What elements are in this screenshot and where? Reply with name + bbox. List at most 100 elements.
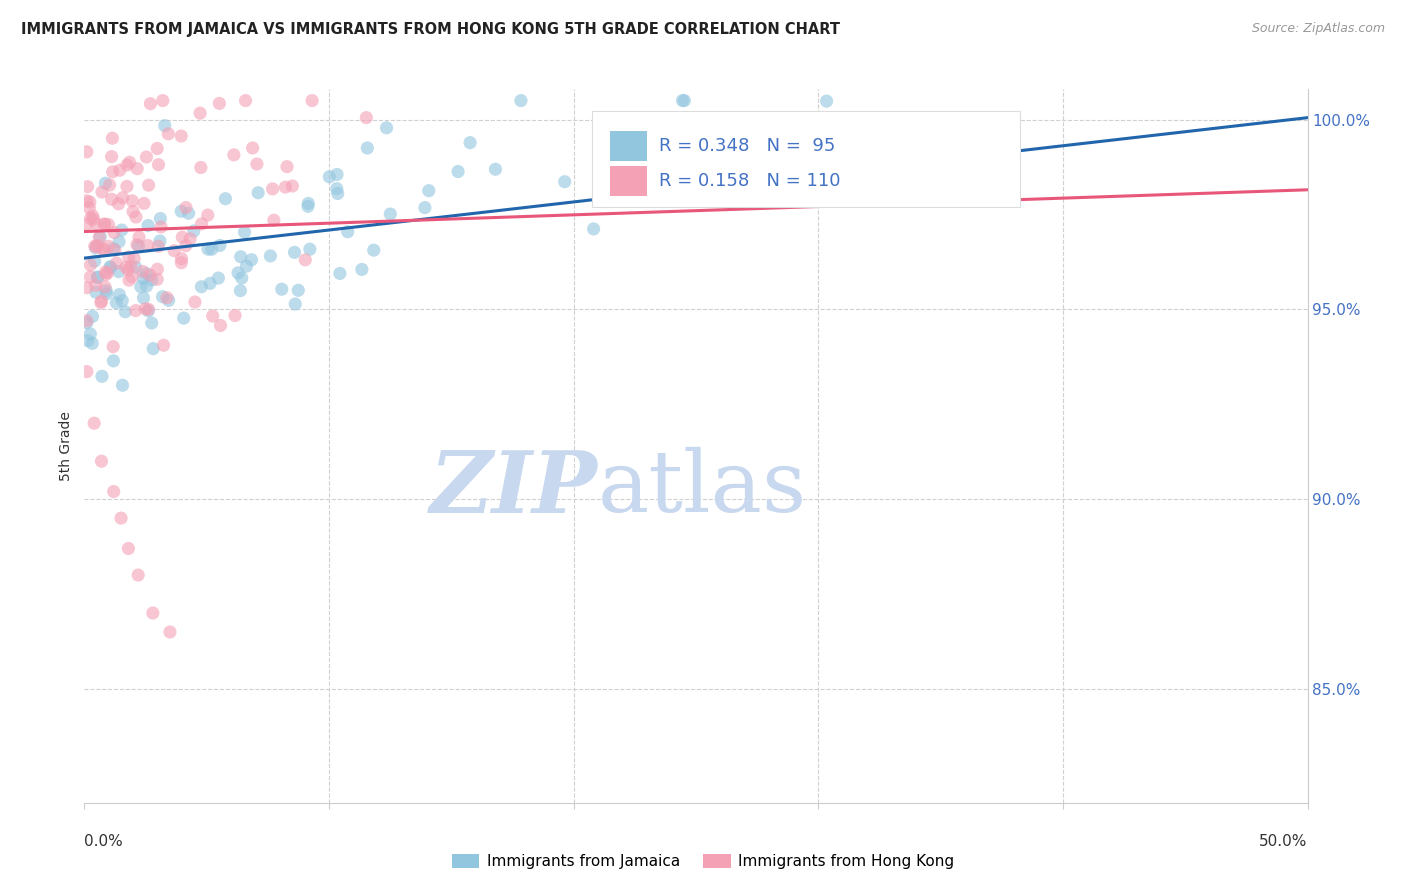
Text: ZIP: ZIP xyxy=(430,447,598,531)
Point xyxy=(105,256,128,270)
Point xyxy=(91,369,114,384)
Point xyxy=(281,179,304,194)
Point xyxy=(233,225,256,239)
Point xyxy=(94,176,117,190)
Point xyxy=(651,150,673,164)
Point xyxy=(141,316,163,330)
Point xyxy=(93,244,115,258)
Point xyxy=(170,256,193,270)
Point xyxy=(301,94,323,108)
Point xyxy=(83,212,105,227)
Point xyxy=(111,223,134,237)
Point xyxy=(77,334,100,348)
Point xyxy=(149,234,172,248)
Point xyxy=(231,271,253,285)
Text: IMMIGRANTS FROM JAMAICA VS IMMIGRANTS FROM HONG KONG 5TH GRADE CORRELATION CHART: IMMIGRANTS FROM JAMAICA VS IMMIGRANTS FR… xyxy=(21,22,841,37)
Point xyxy=(283,245,305,260)
Point xyxy=(671,94,693,108)
Point xyxy=(183,224,205,238)
Point xyxy=(259,249,281,263)
Point xyxy=(184,295,207,310)
Point xyxy=(111,191,134,205)
Point xyxy=(100,260,122,275)
Point xyxy=(128,239,150,253)
Point xyxy=(124,260,146,274)
Point xyxy=(197,242,219,256)
Point xyxy=(589,169,612,184)
Point xyxy=(115,158,138,172)
Point xyxy=(108,235,131,249)
Point xyxy=(110,511,132,525)
Point xyxy=(208,238,231,252)
Point xyxy=(82,209,104,223)
Point xyxy=(94,268,117,282)
Point xyxy=(263,213,285,227)
Point xyxy=(128,230,150,244)
Point xyxy=(100,192,122,206)
Point xyxy=(86,270,108,285)
Point xyxy=(111,378,134,392)
Point xyxy=(207,271,229,285)
Point xyxy=(97,266,120,280)
Point xyxy=(298,242,321,256)
Point xyxy=(90,294,112,309)
Point xyxy=(139,268,162,282)
Point xyxy=(413,201,436,215)
Point xyxy=(326,168,349,182)
Point xyxy=(76,314,98,328)
Point xyxy=(174,201,197,215)
Point xyxy=(179,232,201,246)
Point xyxy=(190,161,212,175)
Point xyxy=(447,164,470,178)
Point xyxy=(76,145,98,159)
Point xyxy=(117,262,139,277)
Point xyxy=(159,625,181,640)
Text: atlas: atlas xyxy=(598,447,807,531)
Point xyxy=(356,111,378,125)
Point xyxy=(240,252,263,267)
Point xyxy=(89,229,111,244)
Point xyxy=(136,238,159,252)
Point xyxy=(156,291,179,305)
Point xyxy=(190,279,212,293)
Bar xyxy=(610,130,647,161)
Point xyxy=(97,218,120,232)
Point xyxy=(100,150,122,164)
Point xyxy=(177,206,200,220)
Point xyxy=(127,161,149,176)
Point xyxy=(157,293,180,308)
Point xyxy=(91,242,114,256)
Point xyxy=(84,217,107,231)
Point xyxy=(105,296,128,310)
Point xyxy=(363,243,385,257)
Bar xyxy=(610,166,647,196)
Point xyxy=(226,266,249,280)
Point xyxy=(815,94,838,108)
Point xyxy=(484,162,506,177)
Point xyxy=(318,169,340,184)
Point xyxy=(170,252,193,266)
Point xyxy=(76,280,98,294)
Point xyxy=(76,316,98,330)
Text: 50.0%: 50.0% xyxy=(1260,834,1308,849)
Point xyxy=(132,196,155,211)
Point xyxy=(356,141,378,155)
Point xyxy=(262,182,284,196)
Point xyxy=(380,207,402,221)
Point xyxy=(350,262,373,277)
Point xyxy=(146,272,169,286)
Point xyxy=(83,239,105,253)
Point xyxy=(152,94,174,108)
Point xyxy=(91,185,114,199)
Point xyxy=(132,264,155,278)
Text: Source: ZipAtlas.com: Source: ZipAtlas.com xyxy=(1251,22,1385,36)
Point xyxy=(90,454,112,468)
Point xyxy=(582,222,605,236)
Y-axis label: 5th Grade: 5th Grade xyxy=(59,411,73,481)
Point xyxy=(129,279,152,293)
Point xyxy=(336,225,359,239)
Point xyxy=(101,340,124,354)
Point xyxy=(142,342,165,356)
Point xyxy=(134,301,156,316)
Point xyxy=(127,568,149,582)
